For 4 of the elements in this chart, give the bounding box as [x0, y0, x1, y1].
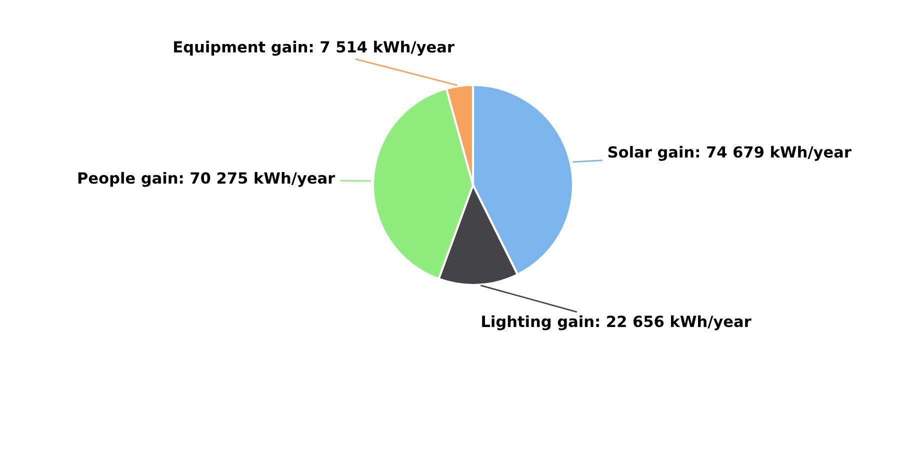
slice-label: Equipment gain: 7 514 kWh/year	[174, 40, 454, 56]
slice-label: Solar gain: 74 679 kWh/year	[608, 146, 852, 161]
slice-label: People gain: 70 275 kWh/year	[78, 172, 336, 187]
slice-label: Lighting gain: 22 656 kWh/year	[482, 315, 752, 330]
